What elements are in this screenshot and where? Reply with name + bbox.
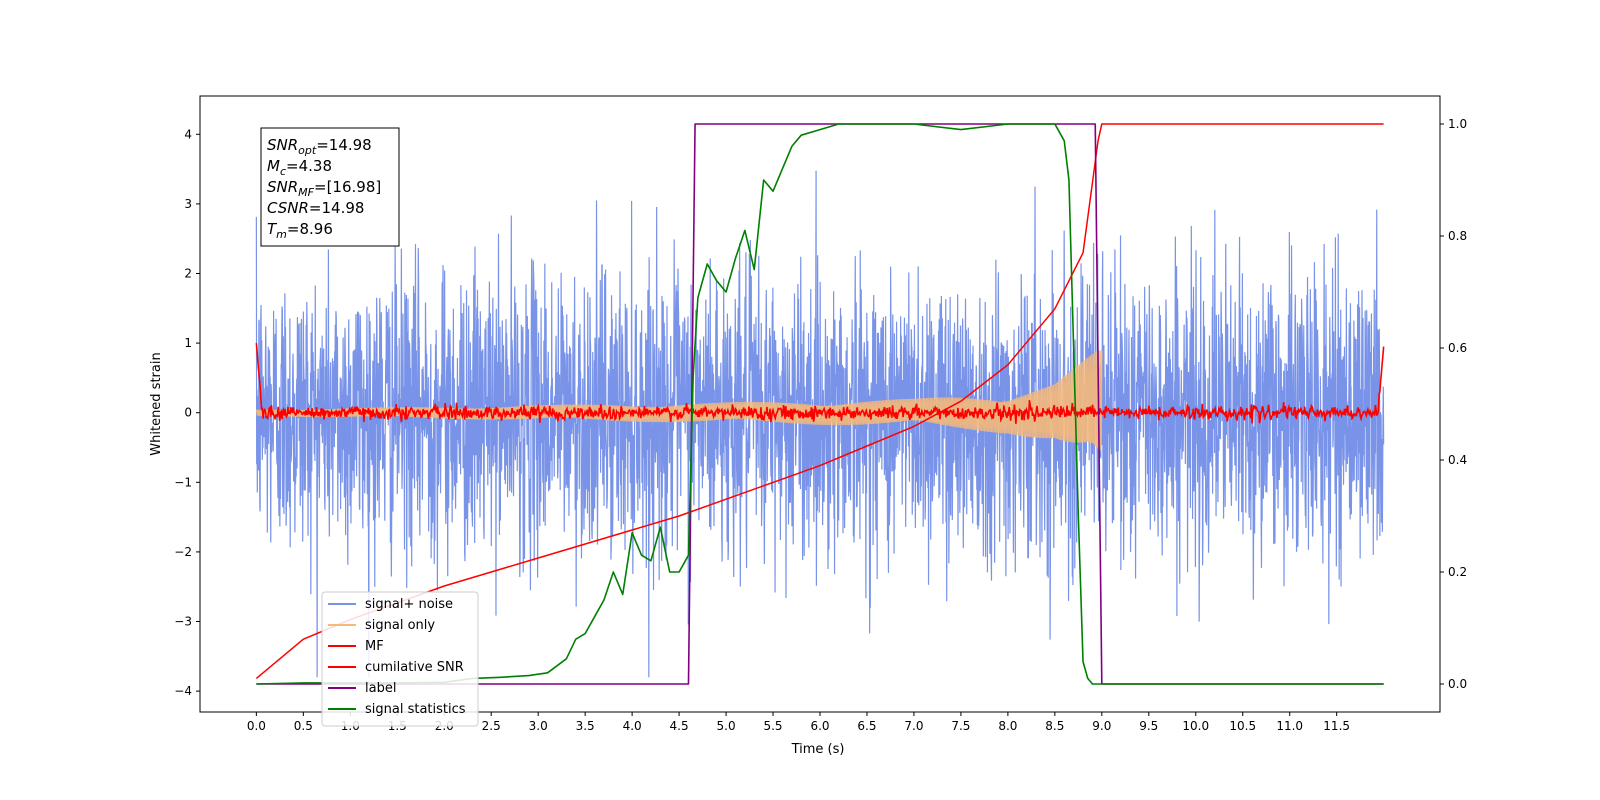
x-tick-label: 9.0 [1092, 719, 1111, 733]
x-tick-label: 8.0 [998, 719, 1017, 733]
x-tick-label: 7.0 [904, 719, 923, 733]
annotation-box: SNRopt=14.98Mc=4.38SNRMF=[16.98]CSNR=14.… [260, 127, 400, 247]
x-tick-label: 5.5 [763, 719, 782, 733]
legend-entry-label: cumilative SNR [365, 660, 464, 675]
y-left-tick-label: −3 [174, 615, 192, 629]
x-tick-label: 11.0 [1276, 719, 1303, 733]
y-left-tick-label: −4 [174, 684, 192, 698]
x-tick-label: 9.5 [1139, 719, 1158, 733]
annotation-line: SNRMF=[16.98] [267, 178, 381, 199]
x-tick-label: 4.5 [670, 719, 689, 733]
series-mf-line [255, 343, 1385, 424]
annotation-line: Tm=8.96 [267, 220, 333, 241]
y-right-tick-label: 0.4 [1448, 453, 1467, 467]
y-left-tick-label: −2 [174, 545, 192, 559]
legend-entry-label: signal+ noise [365, 597, 453, 612]
y-left-tick-label: 4 [184, 127, 192, 141]
legend: signal+ noise signal only MF cumilative SNR… [321, 591, 479, 727]
legend-frame [321, 591, 479, 727]
x-tick-label: 10.0 [1182, 719, 1209, 733]
y-left-tick-label: 0 [184, 406, 192, 420]
legend-entry-label: label [365, 681, 396, 696]
y-right-tick-label: 0.2 [1448, 565, 1467, 579]
x-tick-label: 6.0 [810, 719, 829, 733]
x-tick-label: 2.5 [482, 719, 501, 733]
y-left-tick-label: 3 [184, 197, 192, 211]
y-right-tick-label: 0.8 [1448, 229, 1467, 243]
y-right-tick-label: 1.0 [1448, 117, 1467, 131]
x-tick-label: 0.5 [294, 719, 313, 733]
x-tick-label: 0.0 [247, 719, 266, 733]
y-right-tick-label: 0.0 [1448, 677, 1467, 691]
y-left-tick-label: 2 [184, 266, 192, 280]
y-left-tick-label: 1 [184, 336, 192, 350]
x-tick-label: 10.5 [1229, 719, 1256, 733]
x-tick-label: 8.5 [1045, 719, 1064, 733]
annotation-line: SNRopt=14.98 [267, 136, 372, 157]
x-tick-label: 4.0 [623, 719, 642, 733]
x-tick-label: 7.5 [951, 719, 970, 733]
legend-entry-label: signal only [365, 618, 435, 633]
y-axis-right: 0.0 0.2 0.4 0.6 0.8 1.0 [1440, 117, 1467, 691]
y-right-tick-label: 0.6 [1448, 341, 1467, 355]
x-axis-label: Time (s) [791, 742, 845, 757]
y-axis-label: Whitened strain [149, 352, 164, 455]
annotation-line: Mc=4.38 [267, 157, 332, 178]
series-signal-noise-line [255, 170, 1385, 678]
legend-entry-label: signal statistics [365, 702, 466, 717]
y-left-tick-label: −1 [174, 475, 192, 489]
x-tick-label: 5.0 [717, 719, 736, 733]
annotation-line: CSNR=14.98 [267, 199, 364, 217]
annotation-frame [260, 127, 400, 247]
series-signal-statistics-line [256, 123, 1384, 685]
x-tick-label: 3.0 [529, 719, 548, 733]
legend-entry-label: MF [365, 639, 384, 654]
y-axis-left: −4 −3 −2 −1 0 1 2 3 4 [174, 127, 200, 698]
x-tick-label: 3.5 [576, 719, 595, 733]
x-tick-label: 6.5 [857, 719, 876, 733]
x-tick-label: 11.5 [1323, 719, 1350, 733]
